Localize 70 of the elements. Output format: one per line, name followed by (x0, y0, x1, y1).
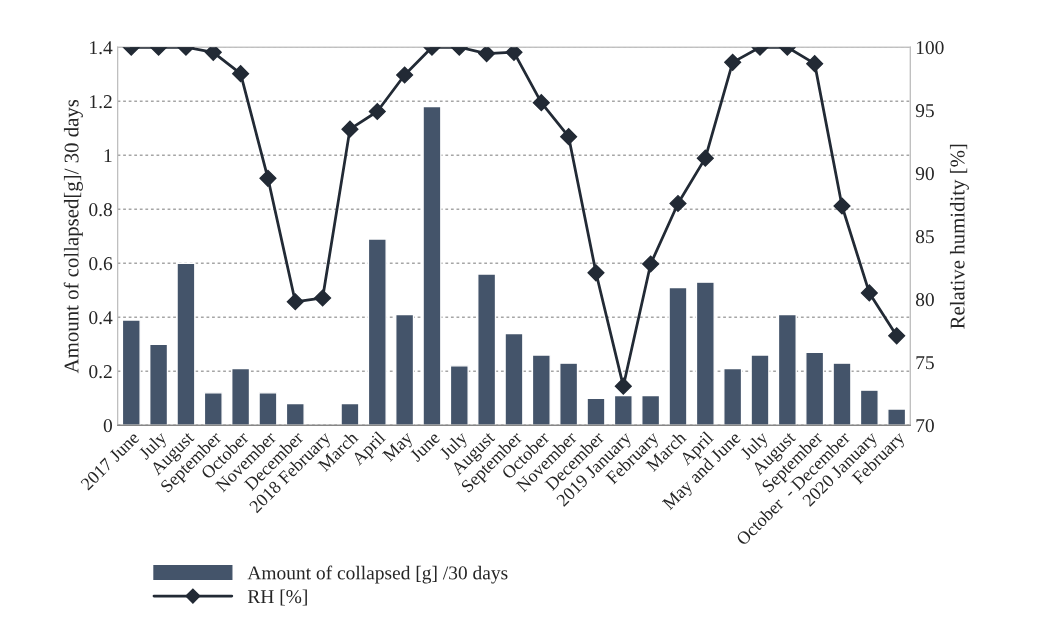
y-axis-title: Amount of collapsed[g]/ 30 days (63, 99, 83, 374)
bar (641, 394, 661, 426)
bar (613, 394, 633, 426)
bar (422, 105, 442, 426)
point (505, 47, 523, 61)
bar (777, 313, 797, 426)
y-tick-label: 1.2 (90, 95, 112, 109)
y2-axis-title: Relative humidity [%] (949, 144, 969, 329)
point (642, 255, 660, 273)
bar (395, 313, 415, 426)
point (478, 47, 496, 63)
bar (231, 367, 251, 426)
y-tick-label: 1 (104, 149, 112, 162)
bar (203, 392, 223, 426)
y2-tick-label: 90 (915, 167, 934, 181)
point (860, 284, 878, 302)
bar (504, 332, 524, 426)
point (286, 293, 304, 311)
x-tick-label: June (409, 431, 441, 463)
bar (805, 351, 825, 426)
y-tick-label: 0.8 (89, 203, 112, 217)
y2-tick-label: 80 (915, 293, 934, 307)
y2-tick-label: 70 (916, 419, 934, 433)
point (259, 169, 277, 187)
point (614, 377, 632, 395)
bar (668, 286, 688, 426)
point (532, 94, 550, 112)
bar (340, 402, 360, 426)
y-tick-label: 0.2 (89, 365, 112, 379)
bar (695, 281, 715, 426)
point (368, 102, 386, 121)
point (587, 264, 605, 282)
point (806, 55, 824, 73)
point (314, 289, 332, 307)
bar (121, 319, 141, 426)
bar (723, 367, 743, 426)
bar (149, 343, 169, 426)
point (204, 47, 222, 61)
y-tick-label: 0.6 (89, 257, 113, 271)
bar (559, 362, 579, 426)
y2-tick-label: 100 (916, 41, 944, 55)
bar (859, 389, 879, 426)
point (696, 149, 714, 167)
bar (285, 402, 305, 426)
y2-tick-label: 95 (915, 104, 934, 118)
point (888, 327, 906, 345)
point (396, 66, 414, 84)
point (232, 65, 250, 83)
bar (367, 238, 387, 426)
bar (531, 354, 551, 426)
y-tick-label: 0.4 (89, 311, 113, 325)
bar (477, 273, 497, 426)
y2-tick-label: 85 (915, 230, 934, 244)
y-tick-label: 0 (103, 419, 112, 433)
point (669, 194, 687, 213)
bar (887, 408, 907, 426)
y2-tick-label: 75 (916, 356, 934, 370)
point (560, 128, 578, 146)
bar (832, 362, 852, 426)
bar (176, 262, 196, 426)
bar (258, 392, 278, 426)
point (341, 120, 359, 138)
y-tick-label: 1.4 (90, 41, 113, 55)
bar (449, 365, 469, 426)
legend-label: Amount of collapsed [g] /30 days (247, 565, 508, 584)
bar (586, 397, 606, 426)
legend-label: RH [%] (247, 589, 307, 606)
point (724, 53, 742, 71)
bar (750, 354, 770, 426)
point (833, 197, 851, 215)
